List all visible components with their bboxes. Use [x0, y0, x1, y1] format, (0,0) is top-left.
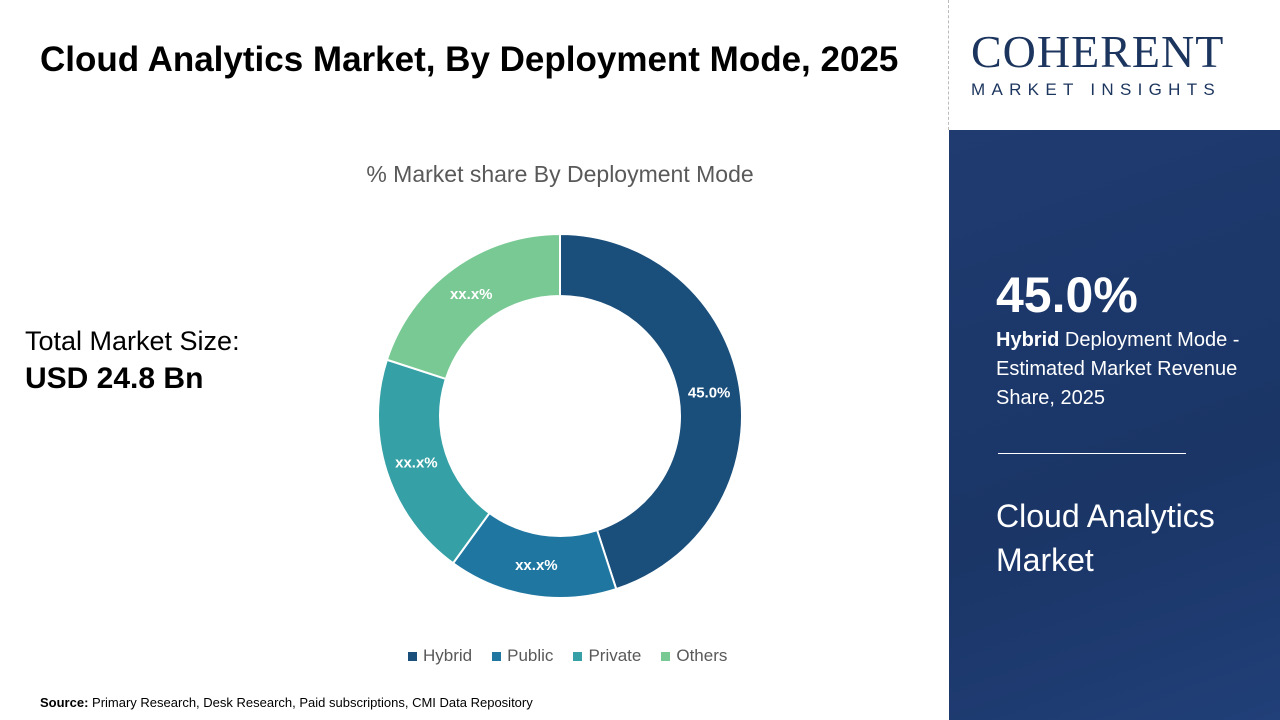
source-text: Primary Research, Desk Research, Paid su… — [92, 695, 533, 710]
source-note: Source: Primary Research, Desk Research,… — [40, 695, 533, 711]
slice-hybrid — [559, 232, 743, 591]
legend-swatch — [492, 651, 502, 661]
panel-divider — [998, 453, 1186, 454]
legend: Hybrid Public Private Others — [408, 646, 727, 666]
highlight-description: Hybrid Deployment Mode - Estimated Marke… — [996, 326, 1266, 413]
data-label-public: xx.x% — [515, 557, 558, 574]
chart-title: % Market share By Deployment Mode — [366, 161, 754, 187]
divider — [948, 0, 949, 130]
total-market-value: USD 24.8 Bn — [25, 362, 204, 395]
legend-label: Hybrid — [423, 646, 473, 665]
data-label-hybrid: 45.0% — [688, 384, 731, 401]
legend-item-public: Public — [492, 646, 553, 666]
legend-label: Public — [507, 646, 554, 665]
legend-item-private: Private — [573, 646, 641, 666]
source-label: Source: — [40, 695, 89, 710]
legend-label: Private — [588, 646, 642, 665]
total-market-size: Total Market Size: USD 24.8 Bn — [25, 325, 240, 397]
legend-item-others: Others — [661, 646, 727, 666]
legend-swatch — [661, 651, 671, 661]
data-label-others: xx.x% — [450, 286, 493, 303]
highlight-desc-text: Deployment Mode - Estimated Market Reven… — [996, 329, 1240, 409]
slice-others — [385, 232, 561, 381]
logo: COHERENT MARKET INSIGHTS — [949, 0, 1280, 130]
highlight-percent: 45.0% — [996, 267, 1138, 323]
legend-item-hybrid: Hybrid — [408, 646, 472, 666]
logo-tagline: MARKET INSIGHTS — [971, 80, 1222, 99]
highlight-segment: Hybrid — [996, 329, 1060, 351]
total-market-label: Total Market Size: — [25, 326, 240, 356]
donut-chart: 45.0% xx.x% xx.x% xx.x% — [377, 232, 743, 599]
page-title: Cloud Analytics Market, By Deployment Mo… — [40, 40, 899, 79]
legend-swatch — [573, 651, 583, 661]
legend-label: Others — [676, 646, 728, 665]
legend-swatch — [408, 651, 417, 661]
market-name: Cloud Analytics Market — [996, 498, 1215, 578]
chart-area — [0, 0, 948, 720]
logo-wordmark: COHERENT — [971, 26, 1225, 77]
data-label-private: xx.x% — [395, 455, 438, 472]
highlight-panel: 45.0% Hybrid Deployment Mode - Estimated… — [949, 130, 1280, 720]
